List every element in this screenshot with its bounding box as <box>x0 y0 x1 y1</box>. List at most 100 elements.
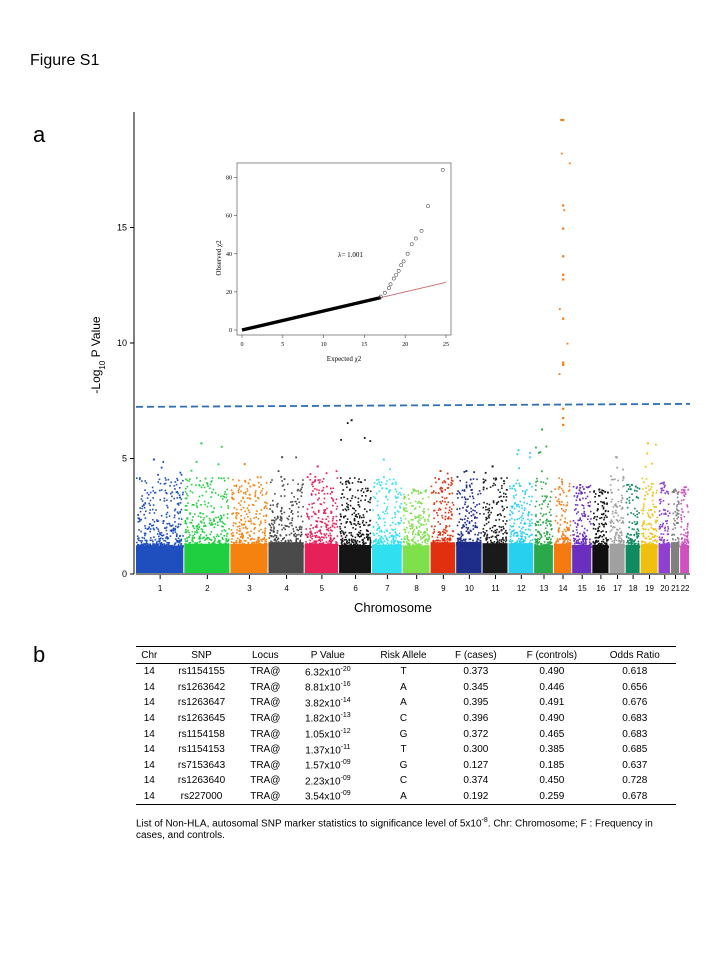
point <box>240 545 243 548</box>
point <box>201 528 204 531</box>
point <box>648 546 650 548</box>
point <box>237 491 240 494</box>
point <box>667 528 670 530</box>
point <box>237 544 239 547</box>
point <box>633 521 636 523</box>
point <box>225 496 227 499</box>
point <box>226 540 229 543</box>
peak-point <box>517 449 520 452</box>
point-band <box>658 543 670 573</box>
point <box>265 543 268 545</box>
point <box>647 485 650 487</box>
point <box>247 531 249 534</box>
point <box>522 546 525 548</box>
point <box>611 546 613 548</box>
point <box>420 501 422 504</box>
point <box>580 544 583 547</box>
point <box>589 543 591 546</box>
point <box>443 480 446 482</box>
point <box>443 539 446 542</box>
point <box>219 545 222 547</box>
point <box>610 519 613 522</box>
point <box>146 528 149 530</box>
point <box>256 510 258 512</box>
point <box>232 524 235 527</box>
point <box>418 516 420 519</box>
point <box>329 538 332 541</box>
point <box>572 534 574 536</box>
point <box>446 537 449 540</box>
point <box>516 541 518 544</box>
point <box>206 482 208 484</box>
point <box>274 493 276 495</box>
point <box>400 545 403 547</box>
point <box>634 545 637 547</box>
point <box>238 530 240 532</box>
point <box>263 538 265 540</box>
point <box>403 541 405 544</box>
point <box>141 507 143 510</box>
point <box>162 534 165 537</box>
point <box>389 524 392 527</box>
point <box>335 541 338 544</box>
point <box>605 531 607 533</box>
point <box>582 535 585 538</box>
point <box>535 545 538 547</box>
point <box>162 545 164 547</box>
point-band <box>553 543 572 573</box>
point <box>260 528 262 531</box>
point <box>154 491 157 494</box>
point <box>516 540 519 542</box>
point <box>214 537 216 540</box>
point <box>375 492 378 495</box>
point <box>468 512 470 514</box>
significant-point <box>562 423 565 427</box>
point <box>529 520 531 522</box>
point <box>665 490 668 493</box>
point <box>200 537 202 540</box>
point <box>457 543 460 546</box>
point <box>548 543 550 545</box>
point <box>276 529 279 532</box>
point <box>395 497 397 499</box>
point <box>224 546 227 548</box>
point <box>272 499 274 502</box>
point-band <box>625 544 640 573</box>
point <box>260 520 262 523</box>
point <box>651 536 654 538</box>
point <box>283 543 285 545</box>
point <box>421 533 424 536</box>
point <box>339 525 341 528</box>
point <box>192 516 194 518</box>
point <box>420 543 422 546</box>
point <box>244 520 247 523</box>
point <box>198 535 201 538</box>
point <box>403 537 405 540</box>
point <box>357 535 360 537</box>
point <box>170 500 172 502</box>
point <box>250 530 252 533</box>
point <box>230 533 233 535</box>
point <box>153 528 155 531</box>
point <box>498 496 501 498</box>
point <box>585 546 588 548</box>
point <box>523 544 525 547</box>
point <box>300 495 303 497</box>
point <box>305 528 308 530</box>
point <box>353 512 356 514</box>
point <box>323 543 326 546</box>
point <box>144 539 147 542</box>
point <box>589 501 592 503</box>
point <box>341 546 343 548</box>
point <box>651 513 654 515</box>
point <box>573 533 575 536</box>
point <box>516 543 519 546</box>
point <box>213 545 216 547</box>
chromosome-9-points <box>430 470 456 573</box>
point <box>314 540 317 542</box>
point <box>415 516 418 518</box>
point <box>651 499 654 502</box>
point <box>549 546 552 548</box>
point <box>444 518 447 521</box>
point <box>196 525 198 528</box>
